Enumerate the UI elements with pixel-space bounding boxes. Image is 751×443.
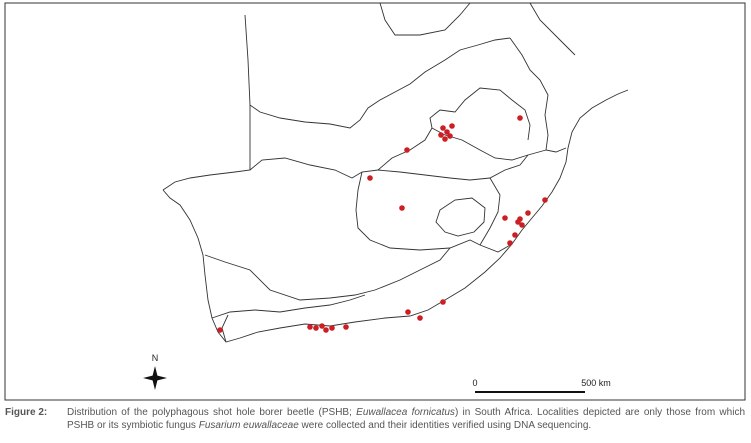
- locality: [438, 132, 444, 138]
- caption-part: were collected and their identities veri…: [298, 420, 592, 431]
- locality: [440, 125, 446, 131]
- compass: N: [143, 353, 167, 390]
- caption: Figure 2: Distribution of the polyphagou…: [5, 406, 745, 432]
- caption-species: Fusarium euwallaceae: [198, 420, 299, 431]
- caption-part: ) in South Africa. Localities depicted a…: [67, 407, 746, 431]
- locality: [440, 299, 446, 305]
- locality: [404, 147, 410, 153]
- caption-species: Euwallacea fornicatus: [356, 407, 455, 418]
- locality: [405, 309, 411, 315]
- locality: [367, 175, 373, 181]
- locality: [517, 216, 523, 222]
- scale-start: 0: [472, 378, 477, 388]
- locality: [307, 324, 313, 330]
- locality: [447, 133, 453, 139]
- scale-bar: 0 500 km: [472, 378, 611, 393]
- map-frame: [4, 2, 746, 401]
- locality: [502, 215, 508, 221]
- locality: [542, 197, 548, 203]
- caption-text: Distribution of the polyphagous shot hol…: [67, 406, 745, 432]
- locality: [517, 115, 523, 121]
- caption-part: Distribution of the polyphagous shot hol…: [67, 407, 357, 418]
- locality: [525, 210, 531, 216]
- map: N 0 500 km: [4, 2, 746, 401]
- locality: [442, 136, 448, 142]
- locality: [343, 324, 349, 330]
- locality: [417, 315, 423, 321]
- locality: [329, 325, 335, 331]
- locality: [313, 325, 319, 331]
- borders: [162, 2, 629, 343]
- scale-end: 500 km: [581, 378, 611, 388]
- locality: [512, 232, 518, 238]
- localities: [217, 115, 548, 333]
- locality: [399, 205, 405, 211]
- locality: [217, 327, 223, 333]
- locality: [449, 123, 455, 129]
- locality: [519, 222, 525, 228]
- locality: [323, 327, 329, 333]
- locality: [507, 240, 513, 246]
- caption-label: Figure 2:: [5, 407, 48, 418]
- locality: [444, 129, 450, 135]
- compass-label: N: [152, 353, 159, 363]
- locality: [319, 323, 325, 329]
